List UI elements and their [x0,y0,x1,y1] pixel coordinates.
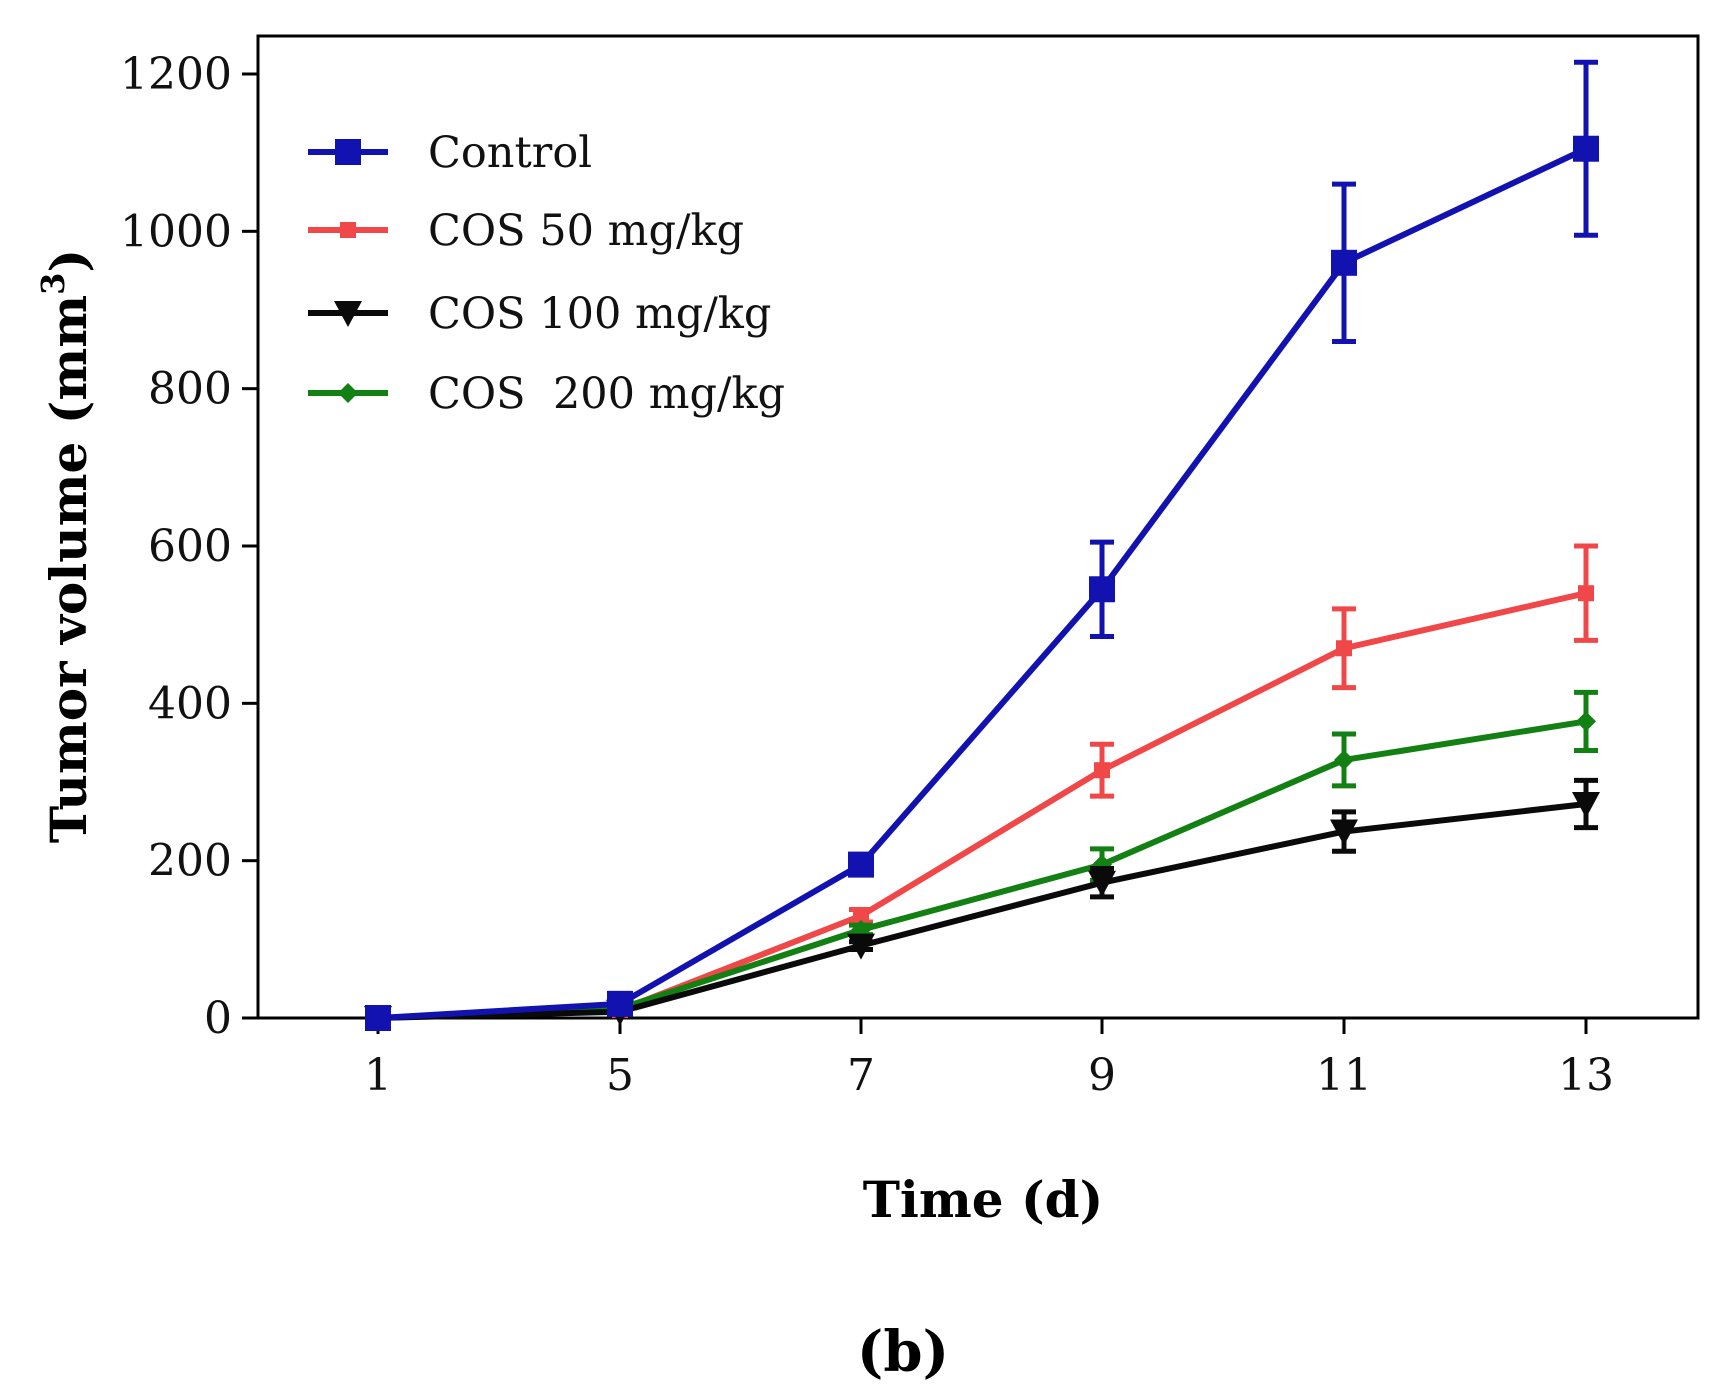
y-tick-label-4: 800 [148,364,232,415]
legend-label-2: COS 100 mg/kg [428,289,771,339]
x-tick-label-0: 1 [364,1050,392,1101]
point-2-2 [847,933,875,960]
y-tick-label-3: 600 [148,521,232,572]
series-layer [364,59,1600,1032]
point-2-3 [1088,870,1116,897]
point-1-2 [853,907,869,924]
point-1-3 [1094,762,1110,779]
y-tick-label-0: 0 [204,993,232,1044]
legend: Control COS 50 mg/kg COS 100 mg/kg COS 200 … [308,128,785,419]
y-axis: 0 200 400 600 800 1000 1200 [120,49,258,1044]
y-tick-label-5: 1000 [120,206,232,257]
point-3-4 [1334,749,1354,770]
x-tick-label-2: 7 [847,1050,875,1101]
y-axis-title-sup: 3 [34,273,72,295]
legend-marker-1 [340,222,356,238]
legend-marker-2 [334,301,362,327]
x-axis: 1 5 7 9 11 13 [364,1018,1614,1101]
series-line-1 [377,590,1587,1021]
x-tick-label-1: 5 [606,1050,634,1101]
point-0-2 [848,851,874,878]
point-0-3 [1089,576,1115,603]
point-0-0 [365,1005,391,1031]
point-1-4 [1336,640,1352,657]
plot-frame [256,34,1700,1020]
point-3-5 [1576,711,1596,732]
legend-marker-0 [335,139,361,165]
legend-label-0: Control [428,128,592,178]
y-tick-label-2: 400 [148,678,232,729]
legend-label-3: COS 200 mg/kg [428,369,785,419]
series-2 [364,777,1600,1032]
y-axis-title-main: Tumor volume (mm [39,295,98,843]
series-1 [370,543,1598,1026]
panel-label: (b) [857,1319,949,1385]
y-tick-label-6: 1200 [120,49,232,100]
point-0-5 [1573,135,1599,162]
point-0-4 [1331,249,1357,276]
y-axis-title: Tumor volume (mm3) [34,249,98,843]
series-line-2 [377,801,1587,1021]
series-line-3 [377,718,1587,1021]
y-tick-label-1: 200 [148,836,232,887]
series-line-0 [377,146,1588,1021]
x-tick-label-5: 13 [1558,1050,1614,1101]
legend-marker-3 [338,383,358,403]
x-axis-title: Time (d) [863,1170,1104,1229]
point-2-5 [1572,792,1600,819]
series-0 [365,59,1599,1031]
point-2-4 [1330,819,1358,846]
x-tick-label-3: 9 [1088,1050,1116,1101]
series-3 [368,689,1598,1028]
y-axis-title-close: ) [39,249,98,273]
point-1-5 [1578,585,1594,602]
x-tick-label-4: 11 [1316,1050,1372,1101]
point-0-1 [607,990,633,1017]
legend-label-1: COS 50 mg/kg [428,206,744,256]
